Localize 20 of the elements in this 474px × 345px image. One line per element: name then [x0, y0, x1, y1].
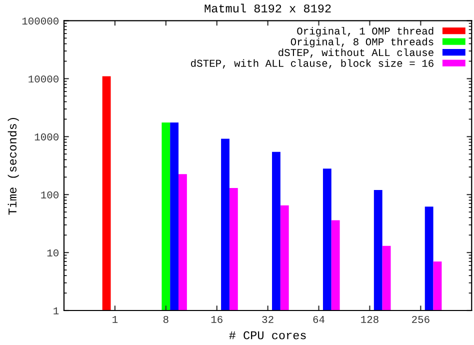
y-tick-label: 1000 — [34, 133, 58, 140]
y-tick-label: 10 — [47, 249, 58, 256]
legend-label: Original, 1 OMP thread — [297, 26, 434, 37]
legend-label: dSTEP, with ALL clause, block size = 16 — [191, 59, 434, 69]
x-tick-label: 256 — [412, 316, 430, 324]
y-tick-label: 1 — [54, 307, 59, 314]
x-tick-label: 1 — [112, 316, 118, 323]
legend-label: Original, 8 OMP threads — [290, 38, 434, 48]
chart-title: Matmul 8192 x 8192 — [204, 4, 331, 12]
legend-label: dSTEP, without ALL clause — [278, 48, 434, 58]
x-tick-label: 128 — [361, 316, 378, 324]
y-tick-label: 100 — [41, 191, 58, 198]
x-tick-label: 8 — [163, 316, 168, 324]
x-tick-label: 32 — [262, 316, 274, 324]
x-tick-label: 64 — [313, 316, 324, 324]
x-tick-label: 16 — [211, 316, 222, 324]
y-axis-title: Time (seconds) — [8, 118, 19, 215]
x-axis-title: # CPU cores — [229, 331, 306, 340]
y-tick-label: 100000 — [22, 18, 58, 25]
y-tick-label: 10000 — [28, 75, 58, 83]
